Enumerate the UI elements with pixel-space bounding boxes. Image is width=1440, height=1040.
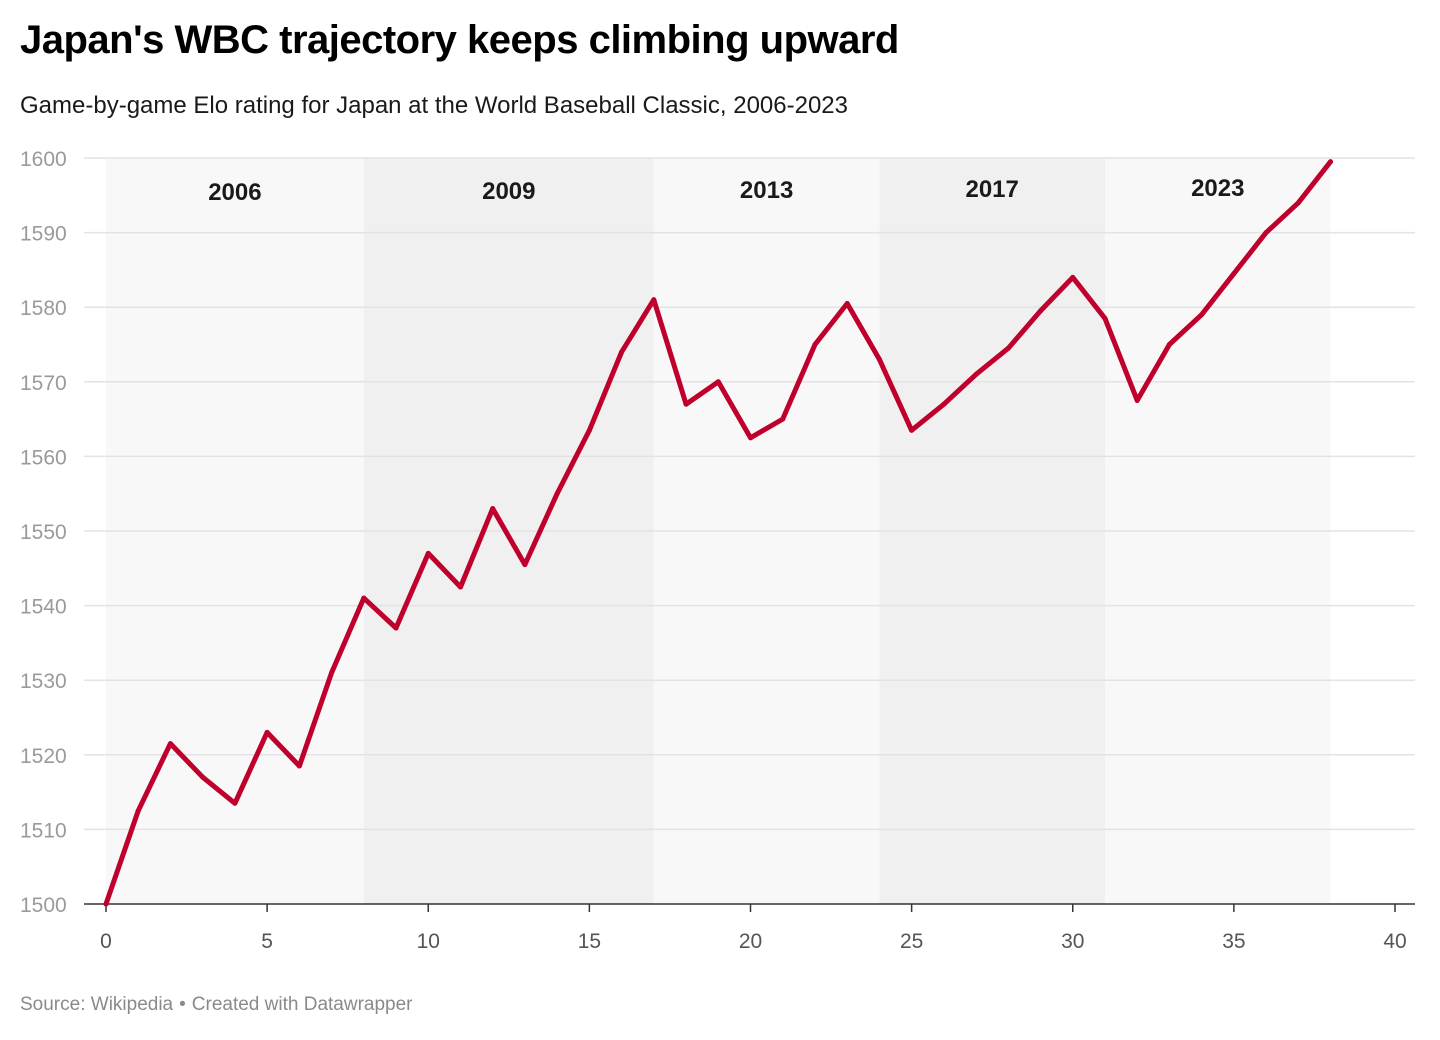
y-axis: 1500 1510 1520 1530 1540 1550 1560 1570 1580 1590… [20, 148, 67, 917]
y-tick-label: 1520 [20, 745, 67, 768]
elo-point [167, 741, 173, 747]
elo-point [748, 435, 753, 441]
elo-point [200, 774, 206, 780]
y-tick-label: 1580 [20, 297, 67, 320]
source-credit: Source: Wikipedia [20, 994, 174, 1015]
elo-point [1295, 200, 1301, 206]
x-tick-label: 10 [417, 930, 440, 953]
elo-point [457, 584, 463, 590]
elo-point [1005, 345, 1011, 351]
elo-point [683, 401, 689, 407]
band-label-2023: 2023 [1191, 175, 1244, 202]
band-label-2013: 2013 [740, 177, 793, 204]
elo-point [1231, 271, 1237, 277]
elo-point [1199, 312, 1205, 318]
y-tick-label: 1570 [20, 372, 67, 395]
elo-point [296, 763, 302, 769]
elo-point [1328, 159, 1334, 165]
x-tick-label: 0 [100, 930, 112, 953]
elo-point [1263, 230, 1269, 236]
x-tick-label: 25 [900, 930, 923, 953]
y-tick-label: 1560 [20, 446, 67, 469]
elo-point [1102, 315, 1108, 321]
elo-point [264, 729, 270, 735]
elo-point [522, 562, 528, 568]
elo-point [812, 342, 818, 347]
elo-point [876, 356, 882, 362]
elo-point [973, 371, 979, 377]
elo-point [1038, 308, 1044, 314]
band-label-2017: 2017 [965, 176, 1018, 203]
y-tick-label: 1530 [20, 670, 67, 693]
y-tick-label: 1550 [20, 521, 67, 544]
band-label-2006: 2006 [208, 179, 261, 206]
elo-point [1070, 274, 1076, 280]
elo-point [425, 550, 431, 556]
elo-point [393, 625, 399, 631]
elo-series [103, 159, 1334, 907]
x-tick-label: 5 [261, 930, 273, 953]
elo-point [651, 297, 657, 303]
y-tick-label: 1590 [20, 223, 67, 246]
elo-point [103, 901, 109, 907]
x-tick-label: 35 [1222, 930, 1245, 953]
elo-point [490, 506, 496, 512]
elo-point [329, 670, 335, 676]
y-tick-label: 1540 [20, 596, 67, 619]
elo-point [844, 300, 850, 306]
x-tick-label: 40 [1383, 930, 1406, 953]
elo-point [135, 808, 141, 814]
elo-point [909, 427, 915, 433]
datawrapper-credit: Created with Datawrapper [191, 994, 413, 1015]
elo-point [715, 379, 721, 385]
footer: Source: Wikipedia • Created with Datawrapp… [20, 994, 413, 1016]
elo-point [1134, 397, 1140, 403]
x-axis: 0 5 10 15 20 25 30 35 40 [84, 903, 1415, 953]
band-label-2009: 2009 [482, 178, 535, 205]
x-tick-label: 30 [1061, 930, 1084, 953]
x-tick-label: 20 [739, 930, 762, 953]
elo-point [586, 427, 592, 433]
elo-point [619, 349, 625, 355]
chart-title: Japan's WBC trajectory keeps climbing up… [20, 18, 899, 62]
footer-separator: • [179, 994, 186, 1015]
elo-point [1166, 342, 1172, 347]
elo-point [554, 491, 560, 497]
elo-point [361, 595, 367, 601]
elo-point [941, 401, 947, 407]
tournament-labels: 2006 2009 2013 2017 2023 [208, 175, 1244, 206]
y-tick-label: 1510 [20, 819, 67, 842]
y-tick-label: 1600 [20, 148, 67, 171]
y-gridlines [84, 157, 1415, 831]
elo-point [232, 800, 238, 806]
x-tick-label: 15 [578, 930, 601, 953]
elo-point [780, 416, 786, 422]
chart-subtitle: Game-by-game Elo rating for Japan at the… [20, 92, 848, 119]
y-tick-label: 1500 [20, 894, 67, 917]
